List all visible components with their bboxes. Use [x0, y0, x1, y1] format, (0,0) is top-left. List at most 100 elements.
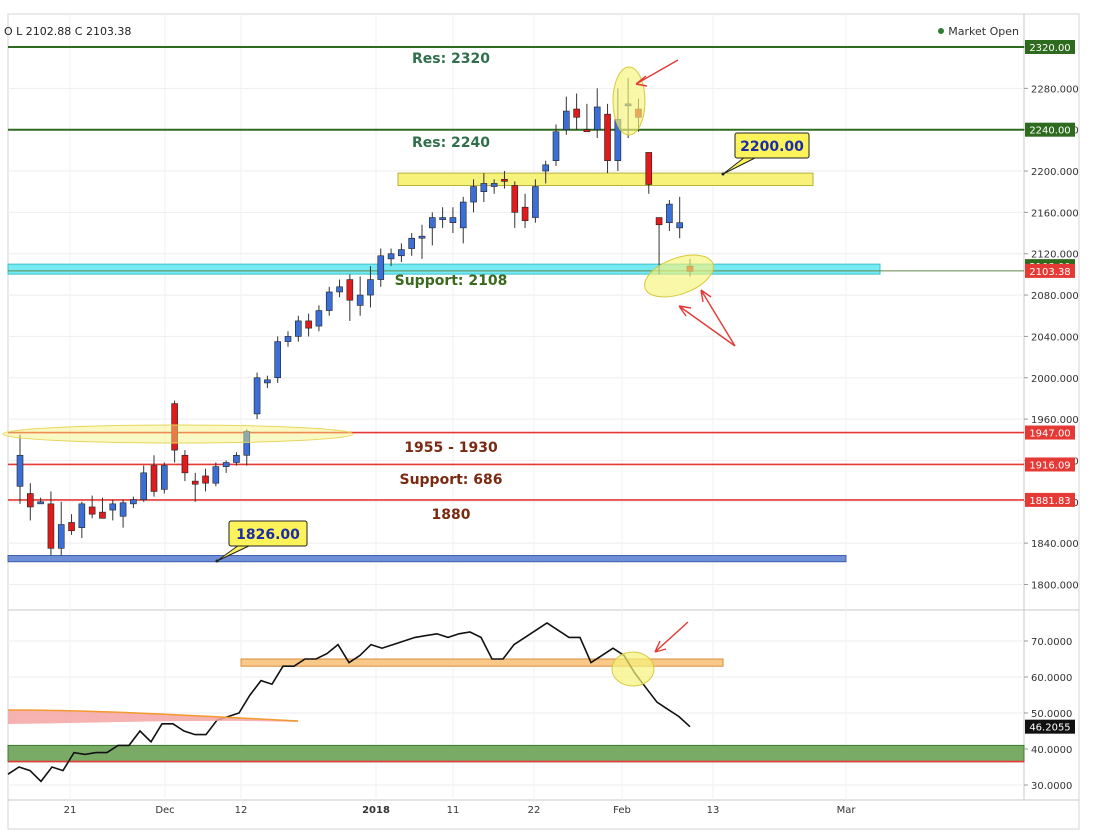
candle[interactable] [655, 217, 663, 275]
arrow-osc [654, 621, 689, 653]
callout-text: 2200.00 [740, 139, 804, 155]
candle[interactable] [346, 274, 354, 321]
ohlc-readout: O L 2102.88 C 2103.38 [4, 25, 131, 38]
candle[interactable] [202, 468, 209, 492]
candle[interactable] [253, 372, 261, 420]
date-tick-label: Dec [155, 805, 174, 816]
candle[interactable] [439, 207, 446, 228]
candle[interactable] [593, 88, 601, 138]
candle[interactable] [532, 179, 539, 223]
candle[interactable] [387, 248, 395, 267]
candle[interactable] [47, 491, 55, 556]
candle[interactable] [78, 501, 86, 538]
candle-body [573, 108, 580, 118]
candle[interactable] [140, 465, 147, 502]
candle-body [511, 185, 519, 213]
candle[interactable] [264, 375, 271, 389]
candle[interactable] [429, 212, 436, 246]
candle[interactable] [191, 472, 199, 502]
candle[interactable] [521, 193, 529, 228]
price-tag-text: 1947.00 [1029, 429, 1070, 440]
candle[interactable] [573, 93, 580, 130]
candle-body [295, 320, 302, 337]
candle[interactable] [212, 462, 220, 487]
callout-box [734, 132, 810, 159]
candle[interactable] [377, 248, 385, 287]
candle[interactable] [470, 179, 477, 213]
candle[interactable] [490, 179, 498, 194]
candle[interactable] [88, 495, 96, 519]
candle[interactable] [274, 336, 281, 383]
price-tag [1025, 263, 1075, 278]
candle[interactable] [171, 400, 178, 463]
candle[interactable] [563, 96, 570, 135]
ohlc-text: O L 2102.88 C 2103.38 [4, 25, 132, 38]
candle[interactable] [130, 496, 137, 508]
candle[interactable] [109, 499, 117, 521]
candle[interactable] [119, 499, 127, 528]
candle[interactable] [542, 160, 549, 184]
candle-body [150, 465, 158, 492]
candle[interactable] [511, 181, 519, 228]
candle[interactable] [583, 103, 591, 133]
candle[interactable] [408, 233, 415, 256]
price-tick-label: 2120.000 [1031, 250, 1079, 261]
candle[interactable] [243, 429, 251, 466]
level-annotation-support-2108: Support: 2108 [395, 273, 508, 289]
candle-body [501, 179, 508, 182]
candle[interactable] [27, 483, 34, 521]
candle-body [563, 110, 570, 130]
candle[interactable] [305, 313, 312, 337]
candle[interactable] [459, 196, 467, 244]
candle[interactable] [325, 286, 333, 316]
candle[interactable] [16, 434, 24, 504]
candle[interactable] [57, 501, 65, 556]
oscillator-line[interactable] [7, 622, 691, 783]
price-tag-text: 2240.00 [1029, 126, 1070, 137]
candle[interactable] [284, 331, 292, 347]
candle[interactable] [181, 450, 189, 482]
candle-body [449, 217, 457, 224]
candle-body [377, 255, 385, 280]
candle[interactable] [480, 173, 488, 203]
candle[interactable] [418, 224, 426, 259]
candle[interactable] [315, 305, 323, 332]
candle-body [470, 186, 477, 203]
candle[interactable] [99, 497, 106, 519]
candle[interactable] [37, 497, 44, 505]
candle-body [253, 377, 261, 415]
osc-overbought-band [240, 658, 724, 667]
candle[interactable] [666, 199, 673, 231]
candle-body [480, 183, 488, 193]
candle[interactable] [150, 455, 158, 497]
highlight-ellipse-support [644, 254, 714, 298]
candle-body [264, 379, 271, 384]
candle[interactable] [552, 124, 560, 166]
candle[interactable] [68, 514, 75, 535]
candle-body [212, 466, 220, 484]
candle-body [336, 286, 343, 293]
candle[interactable] [449, 207, 457, 234]
candle-body [284, 336, 292, 342]
candle[interactable] [161, 462, 168, 494]
candle[interactable] [336, 279, 343, 298]
price-tag [1025, 40, 1075, 54]
candle-body [109, 503, 117, 511]
candle[interactable] [367, 266, 374, 308]
candle[interactable] [222, 460, 230, 473]
candle[interactable] [501, 171, 508, 189]
callout-box [228, 520, 308, 547]
candle[interactable] [295, 315, 302, 342]
candle[interactable] [233, 452, 240, 466]
candle[interactable] [645, 152, 653, 194]
candle[interactable] [676, 196, 683, 239]
osc-tick-label: 30.0000 [1031, 781, 1072, 792]
candle[interactable] [356, 276, 364, 316]
candle[interactable] [398, 243, 405, 262]
candle-body [459, 201, 467, 229]
candle[interactable] [604, 103, 611, 174]
date-tick-label: 13 [707, 805, 720, 816]
market-status-text: Market Open [948, 25, 1019, 38]
candle-body [408, 237, 415, 249]
